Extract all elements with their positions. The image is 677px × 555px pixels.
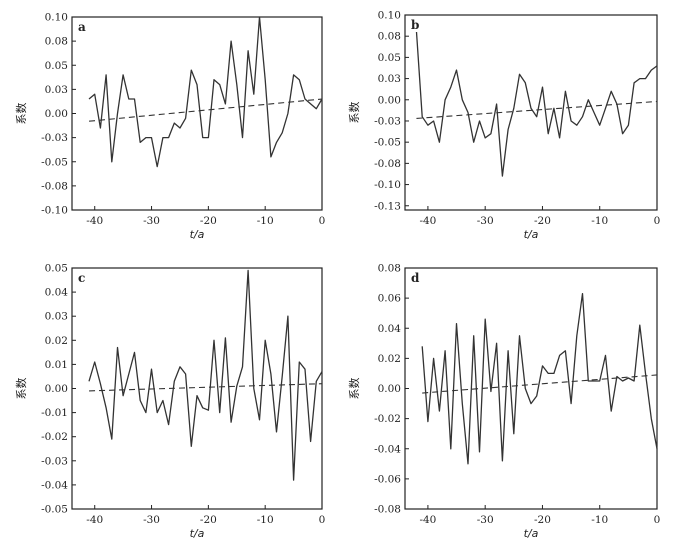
panel-d: d 0.08 0.06 0.04 0.02 0.00 -0.02 -0.04 -0.06 -0.0… (348, 263, 660, 541)
y-tick-label: 0.08 (378, 31, 401, 43)
panel-label: a (78, 20, 86, 34)
y-axis-title: 系数 (348, 378, 361, 400)
y-tick-label: -0.05 (41, 156, 68, 168)
x-tick-label: -40 (419, 215, 436, 227)
y-tick-label: -0.05 (374, 137, 401, 149)
x-tick-label: -40 (419, 514, 436, 526)
y-tick-label: 0.01 (45, 359, 68, 371)
y-tick-label: -0.03 (41, 132, 68, 144)
y-tick-label: 0.00 (378, 94, 401, 106)
x-tick-label: -30 (477, 514, 494, 526)
y-tick-label: -0.03 (374, 115, 401, 127)
series-line (421, 292, 658, 465)
plot-frame (404, 14, 658, 211)
x-tick-label: -30 (477, 215, 494, 227)
y-tick-label: -0.03 (41, 455, 68, 467)
y-tick-label: 0.03 (45, 84, 68, 96)
y-tick-label: -0.06 (374, 473, 401, 485)
x-tick-label: -10 (257, 215, 274, 227)
trend-line (89, 383, 323, 392)
x-tick-label: 0 (319, 215, 326, 227)
x-tick-label: -20 (200, 215, 217, 227)
plot-frame (71, 16, 323, 211)
y-tick-label: 0.05 (378, 52, 401, 64)
x-tick-label: 0 (319, 514, 326, 526)
x-axis-title: t/a (524, 228, 539, 241)
x-tick-label: 0 (654, 215, 661, 227)
y-tick-label: -0.04 (374, 443, 401, 455)
trend-line (416, 100, 658, 119)
y-tick-label: 0.00 (378, 383, 401, 395)
x-axis-title: t/a (190, 527, 205, 540)
y-tick-label: -0.08 (374, 504, 401, 516)
y-tick-label: 0.03 (378, 73, 401, 85)
y-tick-label: -0.04 (41, 479, 68, 491)
plot-frame (71, 267, 323, 510)
x-tick-label: -10 (591, 514, 608, 526)
y-tick-label: -0.08 (41, 180, 68, 192)
y-tick-label: 0.05 (45, 60, 68, 72)
x-tick-label: -10 (257, 514, 274, 526)
x-tick-label: -10 (591, 215, 608, 227)
y-tick-label: 0.08 (378, 263, 401, 275)
x-tick-label: 0 (654, 514, 661, 526)
x-axis-title: t/a (524, 527, 539, 540)
y-tick-label: 0.00 (45, 383, 68, 395)
y-tick-label: -0.05 (41, 504, 68, 516)
y-tick-label: -0.10 (41, 205, 68, 217)
panel-a: a 0.10 0.08 0.05 0.03 0.00 -0.03 -0.05 -0.08 -0.1… (15, 12, 325, 242)
panel-label: c (78, 271, 85, 285)
x-tick-label: -40 (86, 215, 103, 227)
panel-label: d (411, 271, 420, 285)
y-tick-label: 0.05 (45, 263, 68, 275)
x-tick-label: -30 (143, 215, 160, 227)
y-tick-label: 0.06 (378, 293, 402, 305)
x-tick-label: -30 (143, 514, 160, 526)
y-tick-label: -0.10 (374, 179, 401, 191)
x-tick-label: -20 (534, 215, 551, 227)
y-axis-title: 系数 (15, 103, 28, 125)
y-tick-label: 0.10 (378, 10, 401, 22)
plot-frame (404, 267, 658, 510)
y-tick-label: 0.00 (45, 108, 68, 120)
y-tick-label: 0.04 (378, 323, 402, 335)
y-tick-label: -0.02 (374, 413, 401, 425)
y-tick-label: -0.13 (374, 200, 401, 212)
y-axis-title: 系数 (348, 102, 361, 124)
panel-b: b 0.10 0.08 0.05 0.03 0.00 -0.03 -0.05 -0.08 -0.1… (348, 10, 660, 242)
y-tick-label: 0.02 (45, 335, 68, 347)
y-tick-label: -0.02 (41, 431, 68, 443)
y-tick-label: 0.02 (378, 353, 401, 365)
y-tick-label: 0.03 (45, 311, 68, 323)
y-tick-label: 0.08 (45, 36, 68, 48)
panel-c: c 0.05 0.04 0.03 0.02 0.01 0.00 -0.01 -0.02 -0.03… (15, 263, 325, 541)
x-tick-label: -20 (200, 514, 217, 526)
x-tick-label: -40 (86, 514, 103, 526)
x-tick-label: -20 (534, 514, 551, 526)
y-tick-label: 0.04 (45, 287, 69, 299)
y-tick-label: -0.08 (374, 158, 401, 170)
x-axis-title: t/a (190, 228, 205, 241)
trend-line (88, 98, 323, 122)
series-line (88, 16, 323, 168)
y-tick-label: 0.10 (45, 12, 68, 24)
y-tick-label: -0.01 (41, 407, 68, 419)
y-axis-title: 系数 (15, 378, 28, 400)
series-line (88, 269, 323, 481)
panel-label: b (411, 18, 419, 32)
